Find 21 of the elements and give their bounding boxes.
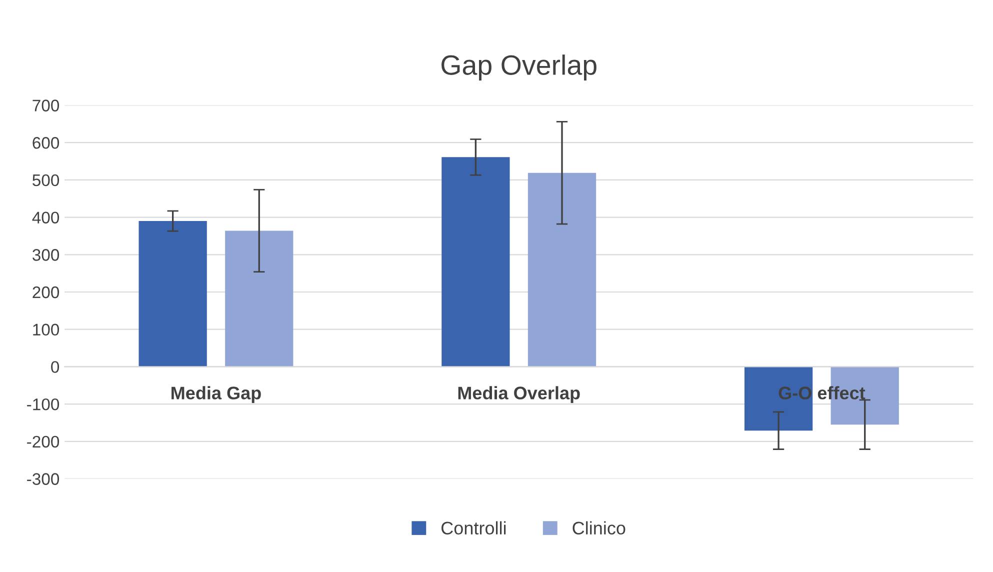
x-tick-label: Media Gap <box>172 386 261 403</box>
y-tick-label: 0 <box>51 361 60 373</box>
legend-label: Controlli <box>442 521 506 535</box>
y-tick-label: 500 <box>32 174 60 186</box>
chart-title: Gap Overlap <box>442 54 596 80</box>
bar <box>138 221 207 367</box>
y-tick-label: -300 <box>27 473 60 485</box>
bar <box>528 172 596 367</box>
y-tick-label: 100 <box>33 324 60 336</box>
y-tick-label: 300 <box>32 249 60 261</box>
y-tick-label: 200 <box>32 286 60 298</box>
legend-label: Clinico <box>572 521 626 535</box>
bar <box>442 157 510 367</box>
bar <box>744 366 813 431</box>
bar <box>225 230 294 367</box>
x-tick-label: Media Overlap <box>458 386 580 403</box>
y-tick-label: 700 <box>32 100 60 112</box>
y-tick-label: -200 <box>27 436 60 448</box>
y-tick-label: 400 <box>32 212 60 224</box>
y-tick-label: -100 <box>27 398 60 410</box>
y-tick-label: 600 <box>32 137 60 149</box>
